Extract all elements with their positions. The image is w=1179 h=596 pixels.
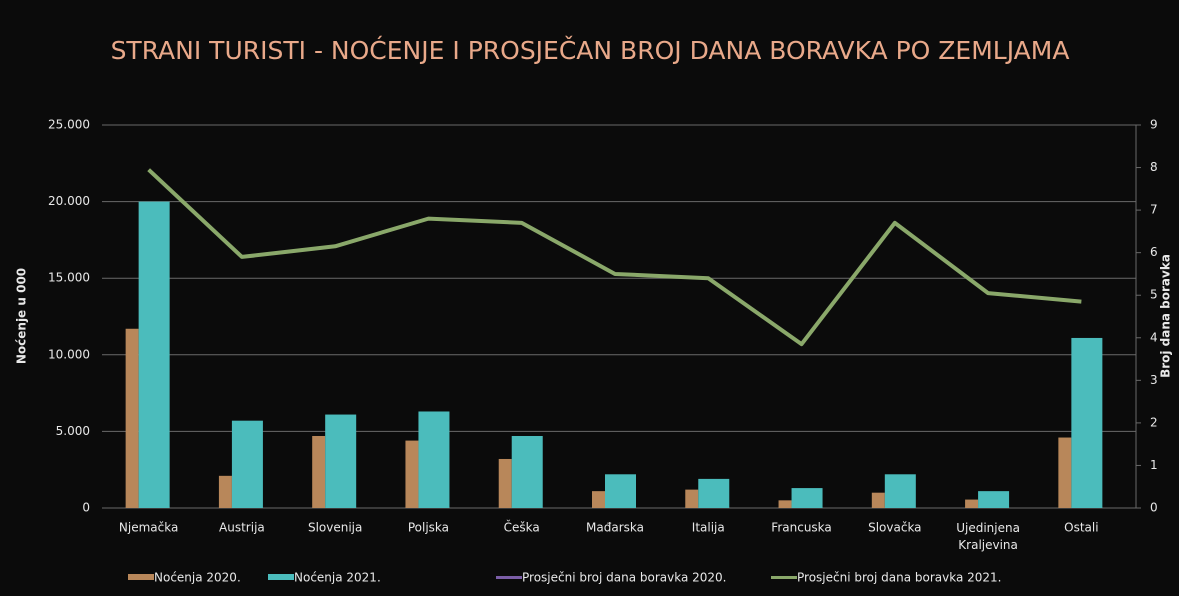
bar [871, 492, 885, 508]
bar [405, 440, 419, 508]
bar [312, 435, 326, 508]
bar [605, 474, 636, 508]
legend-label: Noćenja 2021. [294, 571, 381, 585]
bar [498, 458, 512, 508]
bar [592, 491, 605, 508]
bar [511, 435, 543, 508]
bar [791, 488, 823, 508]
y2-axis-label: Broj dana boravka [1159, 254, 1173, 378]
bar [138, 201, 170, 508]
legend-label: Prosječni broj dana boravka 2020. [522, 571, 727, 585]
legend-label: Prosječni broj dana boravka 2021. [797, 571, 1002, 585]
x-tick-label: Češka [504, 520, 540, 535]
legend-swatch [268, 574, 294, 580]
y2-tick-label: 5 [1150, 288, 1158, 302]
legend-swatch [128, 574, 154, 580]
x-tick-label: Italija [692, 521, 725, 535]
legend-label: Noćenja 2020. [154, 571, 241, 585]
line [147, 168, 1082, 347]
x-tick-label: Ujedinjena Kraljevina [956, 521, 1020, 552]
bar [218, 475, 232, 508]
y-tick-label: 20.000 [48, 194, 90, 208]
y2-tick-label: 6 [1150, 245, 1158, 259]
y2-tick-label: 8 [1150, 160, 1158, 174]
bar [978, 491, 1010, 508]
x-tick-label: Njemačka [119, 521, 178, 535]
bar [778, 500, 792, 508]
y2-tick-label: 0 [1150, 501, 1158, 515]
y-axis-label: Noćenje u 000 [15, 268, 29, 364]
bar [1071, 337, 1103, 508]
chart-title: STRANI TURISTI - NOĆENJE I PROSJEČAN BRO… [111, 35, 1070, 65]
y2-tick-label: 4 [1150, 330, 1158, 344]
y-tick-label: 5.000 [56, 424, 90, 438]
x-tick-label: Austrija [219, 521, 265, 535]
legend-swatch [496, 576, 522, 579]
x-tick-label: Slovenija [308, 521, 362, 535]
x-tick-label: Mađarska [586, 521, 644, 535]
bar [418, 411, 450, 508]
x-tick-label: Slovačka [868, 521, 921, 535]
y2-tick-label: 1 [1150, 458, 1158, 472]
y-tick-label: 15.000 [48, 271, 90, 285]
y2-tick-label: 9 [1150, 118, 1158, 132]
y2-tick-label: 2 [1150, 415, 1158, 429]
bar [1058, 437, 1072, 508]
bar [698, 478, 730, 508]
y-tick-label: 25.000 [48, 118, 90, 132]
x-tick-label: Poljska [408, 521, 449, 535]
bar [884, 474, 916, 508]
bar [685, 489, 699, 508]
x-tick-label: Ostali [1064, 521, 1098, 535]
y-tick-label: 0 [82, 501, 90, 515]
x-tick-label: Francuska [771, 521, 831, 535]
bar [325, 414, 357, 508]
bar [125, 328, 139, 508]
y2-tick-label: 7 [1150, 203, 1158, 217]
y2-tick-label: 3 [1150, 373, 1158, 387]
bar [231, 420, 263, 508]
y-tick-label: 10.000 [48, 347, 90, 361]
bar [965, 499, 979, 508]
legend-swatch [771, 576, 797, 579]
